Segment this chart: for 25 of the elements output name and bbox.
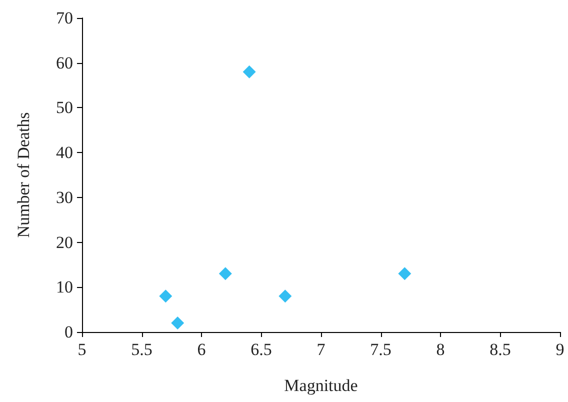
y-tick-label: 40 — [56, 143, 73, 162]
y-tick-label: 10 — [56, 278, 73, 297]
x-tick-label: 8.5 — [490, 340, 511, 359]
y-tick-label: 70 — [56, 8, 73, 28]
point — [242, 65, 256, 78]
y-axis-title: Number of Deaths — [14, 112, 33, 238]
x-tick-label: 6 — [197, 340, 206, 359]
x-tick-label: 7 — [316, 340, 326, 359]
x-tick-label: 5 — [78, 340, 86, 359]
point — [171, 316, 184, 330]
x-axis-title: Magnitude — [284, 376, 358, 395]
point — [398, 267, 412, 280]
x-tick-label: 8 — [436, 340, 445, 359]
x-tick-label: 5.5 — [131, 340, 152, 359]
y-tick-label: 0 — [64, 322, 73, 342]
x-tick-label: 7.5 — [370, 340, 392, 359]
x-tick-label: 6.5 — [250, 340, 272, 359]
y-tick-label: 50 — [56, 98, 73, 118]
y-tick-label: 30 — [56, 188, 73, 207]
x-tick-label: 9 — [556, 340, 564, 359]
y-tick-label: 60 — [56, 53, 73, 72]
point — [159, 290, 172, 303]
point — [278, 290, 292, 303]
point — [218, 267, 232, 280]
y-tick-label: 20 — [56, 232, 73, 252]
